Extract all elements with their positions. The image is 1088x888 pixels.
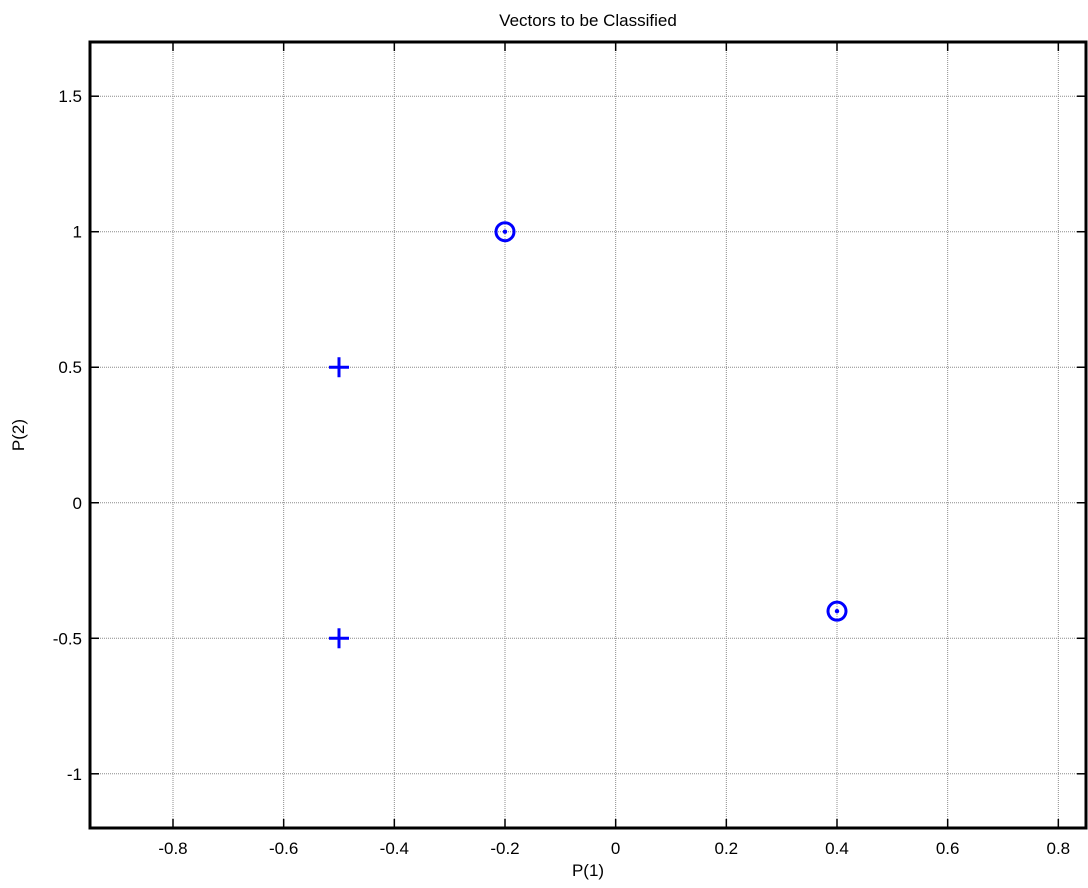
plot-frame [88,40,1088,830]
plus-marker [329,628,349,649]
circle-dot-marker [494,221,516,243]
y-tick-label: 0.5 [58,358,82,377]
x-tick-label: -0.6 [269,839,298,858]
y-tick-label: 1 [73,223,82,242]
y-tick-label: 1.5 [58,87,82,106]
x-tick-label: 0.8 [1047,839,1071,858]
circle-dot-marker [826,600,848,622]
x-tick-label: -0.2 [490,839,519,858]
data-points [329,221,848,649]
x-tick-label: 0.6 [936,839,960,858]
grid [90,42,1086,828]
x-tick-label: 0.4 [825,839,849,858]
y-tick-label: -0.5 [53,629,82,648]
y-tick-label: -1 [67,765,82,784]
plus-marker [329,357,349,378]
axis-ticks [90,42,1086,828]
x-tick-label: 0 [611,839,620,858]
y-tick-label: 0 [73,494,82,513]
x-tick-label: -0.8 [158,839,187,858]
chart-title: Vectors to be Classified [499,11,677,30]
x-tick-label: 0.2 [715,839,739,858]
tick-labels: -0.8 -0.6 -0.4 -0.2 0 0.2 0.4 0.6 0.8 -1 -0.5 0 0.5 1… [53,87,1070,858]
y-axis-label: P(2) [9,419,28,451]
x-tick-label: -0.4 [380,839,409,858]
x-axis-label: P(1) [572,861,604,880]
